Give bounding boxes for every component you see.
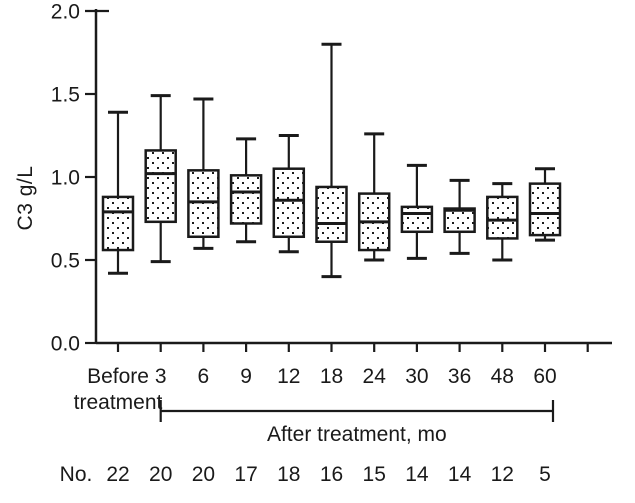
y-axis-title: C3 g/L <box>14 165 37 231</box>
box-rect <box>272 167 306 239</box>
counts-row-label: No. <box>60 463 93 486</box>
box-rect <box>486 195 519 240</box>
x-tick-label: treatment <box>74 391 163 414</box>
y-tick-label: 1.5 <box>51 84 80 107</box>
x-tick-label: 3 <box>155 365 167 388</box>
box-rect <box>187 169 220 239</box>
box-rect <box>400 205 434 234</box>
y-tick-label: 2.0 <box>51 1 80 24</box>
count-value: 18 <box>277 463 300 486</box>
x-tick-label: 48 <box>491 365 514 388</box>
count-value: 14 <box>405 463 429 486</box>
y-tick-label: 0.0 <box>51 333 80 356</box>
x-tick-label: Before <box>87 365 149 388</box>
x-tick-label: 6 <box>198 365 210 388</box>
x-tick-label: 12 <box>277 365 300 388</box>
y-tick-label: 1.0 <box>51 167 80 190</box>
x-tick-label: 9 <box>240 365 252 388</box>
box-rect <box>229 174 263 225</box>
box-rect <box>528 182 562 237</box>
x-tick-label: 36 <box>448 365 471 388</box>
box-rect <box>144 149 177 224</box>
x-tick-label: 24 <box>363 365 387 388</box>
count-value: 20 <box>149 463 172 486</box>
count-value: 14 <box>448 463 472 486</box>
count-value: 20 <box>192 463 215 486</box>
box-rect <box>315 185 348 243</box>
count-value: 5 <box>539 463 551 486</box>
box-rect <box>443 207 476 234</box>
x-tick-label: 30 <box>405 365 428 388</box>
box-rect <box>101 195 135 252</box>
count-value: 16 <box>320 463 343 486</box>
count-value: 12 <box>491 463 514 486</box>
x-tick-label: 18 <box>320 365 343 388</box>
count-value: 22 <box>106 463 129 486</box>
count-value: 17 <box>234 463 257 486</box>
x-tick-label: 60 <box>533 365 556 388</box>
after-treatment-label: After treatment, mo <box>267 423 447 446</box>
count-value: 15 <box>363 463 386 486</box>
y-tick-label: 0.5 <box>51 250 80 273</box>
